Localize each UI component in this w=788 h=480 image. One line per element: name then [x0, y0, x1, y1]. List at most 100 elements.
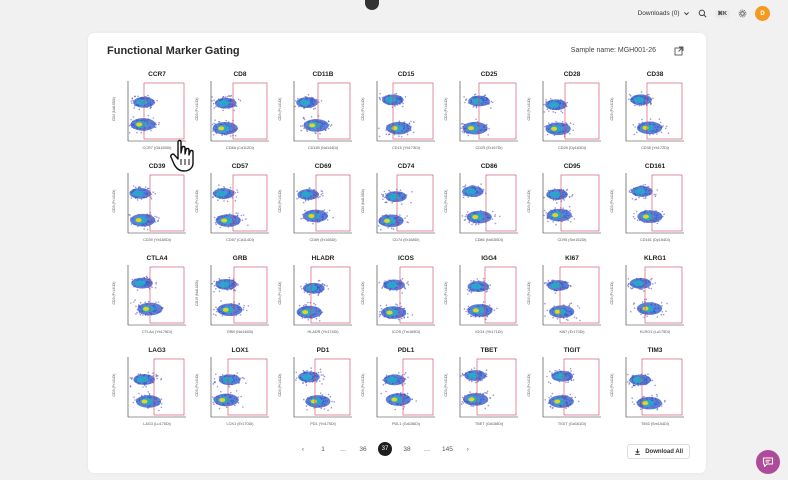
y-axis-label: CD3 (Pr141Di) [527, 189, 531, 213]
plot-pd1[interactable]: PD1 PD1 (Yb175Di) CD3 (Pr141Di) [272, 347, 352, 427]
plot-cd86[interactable]: CD86 CD86 (Nd150Di) CD3 (Pr141Di) [438, 163, 518, 243]
y-axis-label: CD3 (Pr141Di) [278, 189, 282, 213]
gate-rectangle [476, 358, 517, 416]
plot-tbet[interactable]: TBET TBET (Gd158Di) CD3 (Pr141Di) [438, 347, 518, 427]
plot-title: PDL1 [397, 347, 415, 354]
scatter-plot [210, 357, 269, 418]
top-bar: Downloads (0) ⌘K D [0, 0, 788, 30]
downloads-dropdown[interactable]: Downloads (0) [638, 10, 690, 17]
plot-axes [625, 357, 684, 418]
page-link[interactable]: 38 [403, 445, 411, 453]
y-axis-label: CD4 (Nd145Di) [112, 97, 116, 121]
density-cluster [132, 391, 163, 412]
plot-title: TIGIT [563, 347, 581, 354]
density-cluster [466, 277, 491, 295]
y-axis-label: CD3 (Pr141Di) [278, 373, 282, 397]
plot-tigit[interactable]: TIGIT TIGIT (Gd161Di) CD3 (Pr141Di) [521, 347, 601, 427]
scatter-plot [542, 265, 601, 326]
plot-cd74[interactable]: CD74 CD74 (Er168Di) CD4 (Nd145Di) [355, 163, 435, 243]
plot-lag3[interactable]: LAG3 LAG3 (Lu175Di) CD3 (Pr141Di) [106, 347, 186, 427]
prev-page-button[interactable]: ‹ [301, 445, 305, 453]
page-link[interactable]: 145 [442, 445, 453, 453]
plot-cd38[interactable]: CD38 CD38 (Yb172Di) CD3 (Pr141Di) [604, 71, 684, 151]
plot-cd8[interactable]: CD8 CD8A (Cd112Di) CD3 (Pr141Di) [189, 71, 269, 151]
plot-cd161[interactable]: CD161 CD161 (Dy164Di) CD3 (Pr141Di) [604, 163, 684, 243]
avatar[interactable]: D [755, 6, 770, 21]
plot-title: HLADR [311, 255, 335, 262]
gear-icon[interactable] [738, 9, 747, 18]
x-axis-label: CD95 (Sm152Di) [557, 238, 587, 242]
plot-cd25[interactable]: CD25 CD25 (Er167Di) CD3 (Pr141Di) [438, 71, 518, 151]
plot-klrg1[interactable]: KLRG1 KLRG1 (Lu175Di) CD3 (Pr141Di) [604, 255, 684, 335]
scatter-plot [293, 265, 352, 326]
y-axis-label: CD3 (Pr141Di) [361, 373, 365, 397]
plot-title: KI67 [565, 255, 579, 262]
density-cluster [380, 390, 417, 411]
y-axis-label: CD3 (Pr141Di) [610, 97, 614, 121]
density-cluster [463, 301, 498, 320]
open-external-icon[interactable] [674, 46, 684, 56]
gate-rectangle [314, 358, 351, 416]
page-current[interactable]: 37 [378, 442, 392, 456]
density-cluster [632, 209, 665, 225]
plot-title: CD57 [231, 163, 249, 170]
plot-igg4[interactable]: IGG4 IGG4 (Yb171Di) CD3 (Pr141Di) [438, 255, 518, 335]
scatter-plot [127, 81, 186, 142]
plot-title: TIM3 [647, 347, 663, 354]
plot-cd11b[interactable]: CD11B CD11B (Nd144Di) CD3 (Pr141Di) [272, 71, 352, 151]
plot-lox1[interactable]: LOX1 LOX1 (Er170Di) CD3 (Pr141Di) [189, 347, 269, 427]
x-axis-label: CD15 (Yb173Di) [392, 146, 420, 150]
plot-hladr[interactable]: HLADR HLADR (Yb174Di) CD3 (Pr141Di) [272, 255, 352, 335]
density-cluster [295, 367, 326, 386]
density-cluster [378, 92, 407, 109]
plot-cd15[interactable]: CD15 CD15 (Yb173Di) CD3 (Pr141Di) [355, 71, 435, 151]
gate-rectangle [392, 82, 434, 140]
plot-cd57[interactable]: CD57 CD57 (Cd114Di) CD3 (Pr141Di) [189, 163, 269, 243]
gate-rectangle [641, 358, 683, 416]
gate-rectangle [484, 266, 517, 324]
y-axis-label: CD19 (Nd142Di) [195, 280, 199, 306]
next-page-button[interactable]: › [466, 445, 469, 453]
page-link[interactable]: 36 [359, 445, 367, 453]
density-cluster [130, 299, 164, 317]
y-axis-label: CD3 (Pr141Di) [610, 373, 614, 397]
plot-ccr7[interactable]: CCR7 CCR7 (Gd155Di) CD4 (Nd145Di) [106, 71, 186, 151]
density-cluster [544, 120, 575, 138]
plot-cd39[interactable]: CD39 CD39 (Yb160Di) CD3 (Pr141Di) [106, 163, 186, 243]
gate-rectangle [317, 82, 351, 140]
density-cluster [463, 93, 494, 109]
density-cluster [544, 302, 581, 322]
plot-axes [210, 81, 269, 142]
plot-axes [542, 173, 601, 234]
density-cluster [378, 302, 414, 321]
x-axis-label: PD1 (Yb175Di) [310, 422, 336, 426]
plot-tim3[interactable]: TIM3 TIM3 (Sm154Di) CD3 (Pr141Di) [604, 347, 684, 427]
x-axis-label: CD39 (Yb160Di) [143, 238, 171, 242]
x-axis-label: CD8A (Cd112Di) [226, 146, 254, 150]
plot-ctla4[interactable]: CTLA4 CTLA4 (Yb176Di) CD3 (Pr141Di) [106, 255, 186, 335]
plot-cd69[interactable]: CD69 CD69 (Er166Di) CD3 (Pr141Di) [272, 163, 352, 243]
density-cluster [628, 91, 654, 107]
density-cluster [460, 390, 495, 410]
density-cluster [543, 98, 568, 114]
page-link[interactable]: 1 [321, 445, 325, 453]
plot-axes [376, 81, 435, 142]
plot-icos[interactable]: ICOS ICOS (Tm169Di) CD3 (Pr141Di) [355, 255, 435, 335]
density-cluster [544, 392, 580, 409]
plot-cd95[interactable]: CD95 CD95 (Sm152Di) CD3 (Pr141Di) [521, 163, 601, 243]
plot-ki67[interactable]: KI67 KI67 (Er170Di) CD3 (Pr141Di) [521, 255, 601, 335]
plot-cd28[interactable]: CD28 CD28 (Dy163Di) CD3 (Pr141Di) [521, 71, 601, 151]
plot-title: CD11B [312, 71, 334, 78]
search-icon[interactable] [698, 9, 707, 18]
gate-rectangle [651, 174, 683, 232]
plot-pdl1[interactable]: PDL1 PDL1 (Gd156Di) CD3 (Pr141Di) [355, 347, 435, 427]
download-all-button[interactable]: Download All [627, 444, 690, 459]
plot-grb[interactable]: GRB GRB (Nd146Di) CD19 (Nd142Di) [189, 255, 269, 335]
gate-rectangle [315, 174, 351, 232]
plot-axes [459, 81, 518, 142]
chevron-down-icon [683, 12, 689, 16]
density-cluster [378, 120, 415, 138]
density-cluster [129, 185, 156, 201]
y-axis-label: CD3 (Pr141Di) [610, 189, 614, 213]
chat-button[interactable] [756, 450, 780, 474]
